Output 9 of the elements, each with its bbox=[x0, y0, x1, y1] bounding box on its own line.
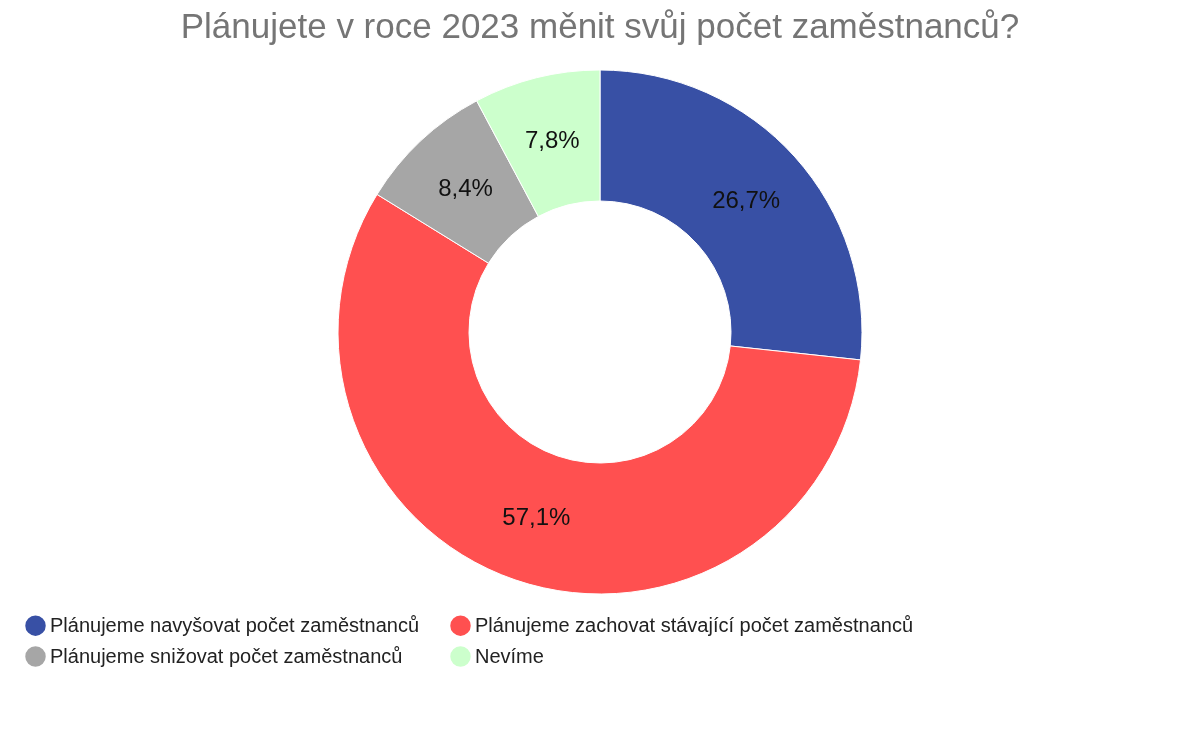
legend-label: Nevíme bbox=[475, 644, 544, 667]
data-label: 57,1% bbox=[502, 502, 571, 530]
legend-label: Plánujeme navyšovat počet zaměstnanců bbox=[50, 613, 420, 636]
legend-label: Plánujeme zachovat stávající počet zaměstnanců bbox=[475, 613, 914, 636]
legend-label: Plánujeme snižovat počet zaměstnanců bbox=[50, 644, 403, 667]
data-label: 8,4% bbox=[438, 173, 493, 201]
data-label: 26,7% bbox=[712, 185, 781, 213]
data-label: 7,8% bbox=[524, 126, 580, 154]
chart-title: Plánujete v roce 2023 měnit svůj počet zaměstnanců? bbox=[180, 6, 1020, 45]
